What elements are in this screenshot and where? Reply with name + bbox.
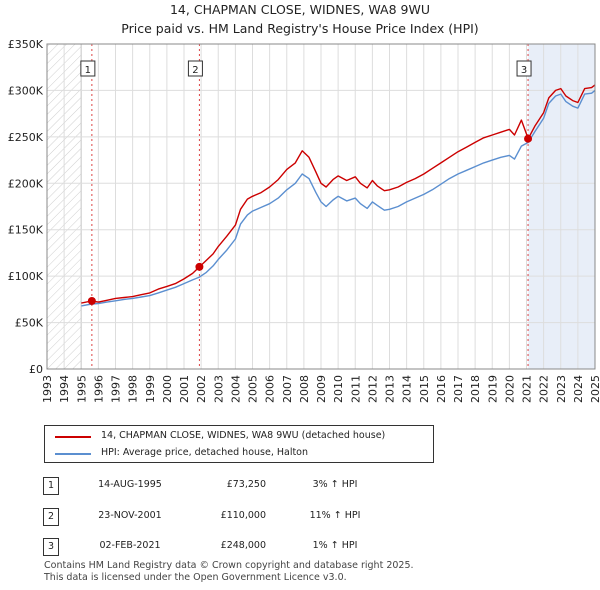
sale-number-badge: 1 — [43, 477, 59, 495]
footer-licence: This data is licensed under the Open Gov… — [44, 572, 347, 583]
sale-label: 1 — [85, 65, 91, 76]
sale-label-box — [187, 60, 203, 77]
x-tick-label: 1994 — [58, 375, 71, 403]
chart-subtitle: Price paid vs. HM Land Registry's House … — [121, 21, 479, 36]
sale-date: 14-AUG-1995 — [98, 479, 162, 490]
x-tick-label: 2012 — [366, 375, 379, 403]
x-tick-label: 2016 — [435, 375, 448, 403]
sale-row: 3 02-FEB-2021 £248,000 1% ↑ HPI — [0, 538, 600, 558]
sale-hpi-diff: 1% ↑ HPI — [312, 540, 358, 551]
x-tick-label: 2014 — [401, 375, 414, 403]
sale-price: £73,250 — [226, 479, 266, 490]
x-tick-label: 2013 — [384, 375, 397, 403]
x-tick-label: 2017 — [452, 375, 465, 403]
sale-label-box — [516, 60, 532, 77]
x-tick-label: 2004 — [229, 375, 242, 403]
sale-point — [524, 134, 533, 143]
sale-point — [195, 262, 204, 271]
x-tick-label: 2023 — [555, 375, 568, 403]
x-tick-label: 1997 — [110, 375, 123, 403]
legend-label-property: 14, CHAPMAN CLOSE, WIDNES, WA8 9WU (deta… — [101, 430, 386, 441]
sale-date: 23-NOV-2001 — [98, 510, 162, 521]
x-tick-label: 1998 — [127, 375, 140, 403]
legend-label-hpi: HPI: Average price, detached house, Halt… — [101, 447, 309, 458]
x-tick-label: 2000 — [161, 375, 174, 403]
x-tick-label: 2011 — [349, 375, 362, 403]
hpi-line — [81, 89, 596, 307]
y-tick-label: £50K — [15, 317, 44, 330]
plot-frame — [46, 43, 596, 370]
sale-row: 2 23-NOV-2001 £110,000 11% ↑ HPI — [0, 508, 600, 528]
x-tick-label: 2002 — [195, 375, 208, 403]
sale-date: 02-FEB-2021 — [99, 540, 161, 551]
y-tick-label: £350K — [8, 38, 44, 51]
x-tick-label: 2010 — [332, 375, 345, 403]
sale-point — [87, 296, 96, 305]
x-tick-label: 2006 — [264, 375, 277, 403]
property-price-line — [81, 84, 596, 304]
x-tick-label: 2008 — [298, 375, 311, 403]
footer-copyright: Contains HM Land Registry data © Crown c… — [44, 560, 414, 571]
x-tick-label: 1995 — [75, 375, 88, 403]
x-tick-label: 2020 — [503, 375, 516, 403]
y-tick-label: £0 — [29, 363, 43, 376]
sale-number-badge: 3 — [43, 538, 59, 556]
price-chart: 1 2 3 £0 £50K £100K £150K £200K £250K £300K £350K… — [8, 38, 600, 403]
legend-swatch-property — [55, 436, 91, 438]
sale-label-box — [80, 60, 96, 77]
x-tick-label: 2007 — [281, 375, 294, 403]
sale-price: £248,000 — [220, 540, 266, 551]
x-tick-label: 2025 — [589, 375, 600, 403]
sale-number-badge: 2 — [43, 508, 59, 526]
y-tick-label: £300K — [8, 84, 44, 97]
x-tick-label: 2009 — [315, 375, 328, 403]
sale-row: 1 14-AUG-1995 £73,250 3% ↑ HPI — [0, 477, 600, 497]
sale-label: 3 — [521, 65, 527, 76]
x-tick-label: 2001 — [178, 375, 191, 403]
x-tick-label: 2024 — [572, 375, 585, 403]
chart-legend: 14, CHAPMAN CLOSE, WIDNES, WA8 9WU (deta… — [44, 425, 434, 463]
chart-title: 14, CHAPMAN CLOSE, WIDNES, WA8 9WU — [169, 2, 430, 17]
sale-hpi-diff: 11% ↑ HPI — [309, 510, 361, 521]
sale-hpi-diff: 3% ↑ HPI — [312, 479, 358, 490]
x-tick-label: 2003 — [212, 375, 225, 403]
x-tick-label: 2005 — [247, 375, 260, 403]
post-sale-shading — [528, 44, 595, 369]
x-tick-label: 2015 — [418, 375, 431, 403]
y-tick-label: £100K — [8, 270, 44, 283]
sale-label: 2 — [192, 65, 198, 76]
x-tick-label: 2022 — [538, 375, 551, 403]
sale-price: £110,000 — [220, 510, 266, 521]
x-tick-label: 2021 — [521, 375, 534, 403]
x-tick-label: 1996 — [92, 375, 105, 403]
x-tick-label: 1993 — [41, 375, 54, 403]
x-tick-label: 1999 — [144, 375, 157, 403]
y-tick-label: £200K — [8, 177, 44, 190]
legend-swatch-hpi — [55, 453, 91, 455]
x-tick-label: 2019 — [486, 375, 499, 403]
y-tick-label: £250K — [8, 131, 44, 144]
y-tick-label: £150K — [8, 224, 44, 237]
x-tick-label: 2018 — [469, 375, 482, 403]
